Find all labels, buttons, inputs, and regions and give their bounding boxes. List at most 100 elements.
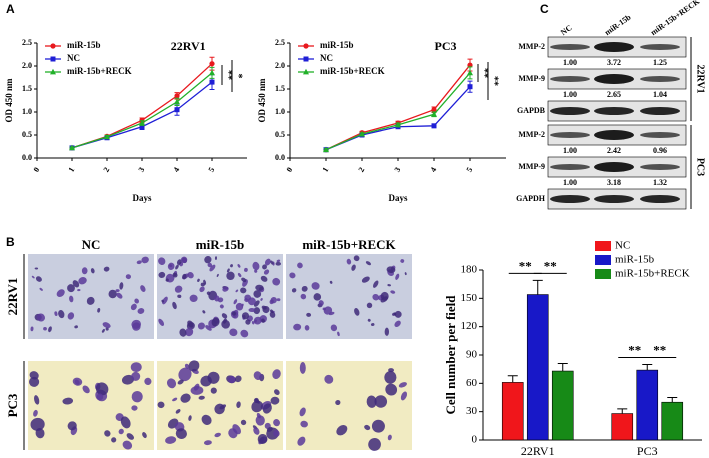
- cell: [177, 379, 184, 385]
- cell: [232, 424, 242, 435]
- x-tick-label: 1: [321, 166, 331, 174]
- significance: **: [223, 70, 234, 80]
- cell: [374, 395, 388, 408]
- x-tick-label: PC3: [637, 444, 658, 458]
- y-tick-label: 30: [466, 405, 478, 417]
- y-tick-label: 1.0: [275, 107, 285, 116]
- x-tick-label: 5: [207, 166, 217, 174]
- cell: [219, 304, 224, 309]
- legend-marker: [303, 68, 309, 75]
- row-label: MMP-2: [518, 42, 545, 51]
- y-tick-label: 2.5: [22, 38, 32, 47]
- legend-swatch: [595, 255, 611, 265]
- cell: [207, 262, 213, 268]
- cell: [368, 437, 381, 451]
- cell: [81, 267, 88, 275]
- cell: [253, 290, 262, 298]
- x-tick-label: 4: [429, 166, 439, 174]
- cell: [177, 294, 182, 298]
- cell: [240, 329, 249, 338]
- point: [139, 124, 145, 130]
- cell: [273, 429, 280, 437]
- error-bar: [507, 375, 518, 383]
- legend-swatch: [595, 269, 611, 279]
- bar: [526, 294, 549, 441]
- cell: [108, 289, 117, 299]
- cell: [186, 322, 195, 330]
- point: [467, 69, 473, 76]
- band: [594, 42, 634, 52]
- significance: **: [519, 258, 532, 273]
- point: [174, 93, 180, 99]
- cell: [324, 374, 334, 384]
- y-tick-label: 2.0: [22, 61, 32, 70]
- cell: [126, 433, 134, 440]
- cell: [136, 260, 142, 265]
- series-line: [71, 81, 213, 149]
- cell: [182, 258, 187, 263]
- cell: [351, 264, 356, 271]
- cell: [241, 312, 250, 320]
- cell: [323, 306, 333, 315]
- y-tick-label: 150: [461, 292, 478, 304]
- point: [174, 107, 180, 113]
- cell: [404, 272, 407, 276]
- legend-label: miR-15b+RECK: [320, 66, 385, 76]
- cell: [35, 276, 42, 282]
- cell: [214, 432, 221, 438]
- cell: [165, 436, 177, 444]
- cell: [226, 271, 235, 281]
- legend-label: miR-15b+RECK: [67, 66, 132, 76]
- x-tick-label: 2: [102, 166, 112, 174]
- cell: [172, 301, 177, 310]
- cell: [189, 294, 198, 303]
- y-axis-label: OD 450 nm: [257, 78, 267, 123]
- error-bar: [557, 363, 568, 372]
- cell: [172, 397, 178, 402]
- cell: [219, 404, 227, 410]
- point: [467, 84, 473, 90]
- row-label: MMP-2: [518, 130, 545, 139]
- cell: [214, 295, 220, 302]
- cell: [306, 312, 312, 317]
- cell: [131, 390, 143, 403]
- cell: [226, 268, 230, 273]
- cell: [214, 256, 218, 260]
- x-tick-label: 5: [465, 166, 475, 174]
- band: [550, 132, 590, 138]
- legend-label: miR-15b: [320, 40, 354, 50]
- cell: [179, 328, 187, 337]
- cell: [318, 300, 324, 306]
- cell: [353, 255, 360, 262]
- cell: [276, 298, 281, 302]
- cell: [274, 389, 280, 395]
- cell: [188, 360, 200, 372]
- band: [640, 107, 680, 115]
- cell: [301, 285, 308, 292]
- cell: [118, 428, 124, 435]
- cell: [367, 318, 371, 322]
- cell: [257, 434, 268, 445]
- point: [139, 119, 145, 126]
- density-value: 1.32: [653, 178, 667, 187]
- cell: [161, 299, 164, 303]
- y-tick-label: 2.5: [275, 38, 285, 47]
- x-tick-label: 0: [285, 166, 295, 174]
- cell: [176, 259, 182, 265]
- cell: [244, 267, 248, 272]
- cell: [72, 280, 80, 288]
- panel-label: B: [6, 235, 15, 249]
- cell: [203, 440, 212, 446]
- significance: **: [544, 258, 557, 273]
- cell: [203, 279, 207, 285]
- cell: [210, 387, 217, 394]
- cell: [335, 399, 341, 406]
- band: [550, 44, 590, 50]
- band: [594, 107, 634, 115]
- cell: [297, 436, 306, 446]
- bar: [636, 369, 659, 441]
- band: [640, 132, 680, 138]
- cell: [336, 425, 348, 436]
- cell: [137, 308, 145, 314]
- cell: [116, 292, 123, 299]
